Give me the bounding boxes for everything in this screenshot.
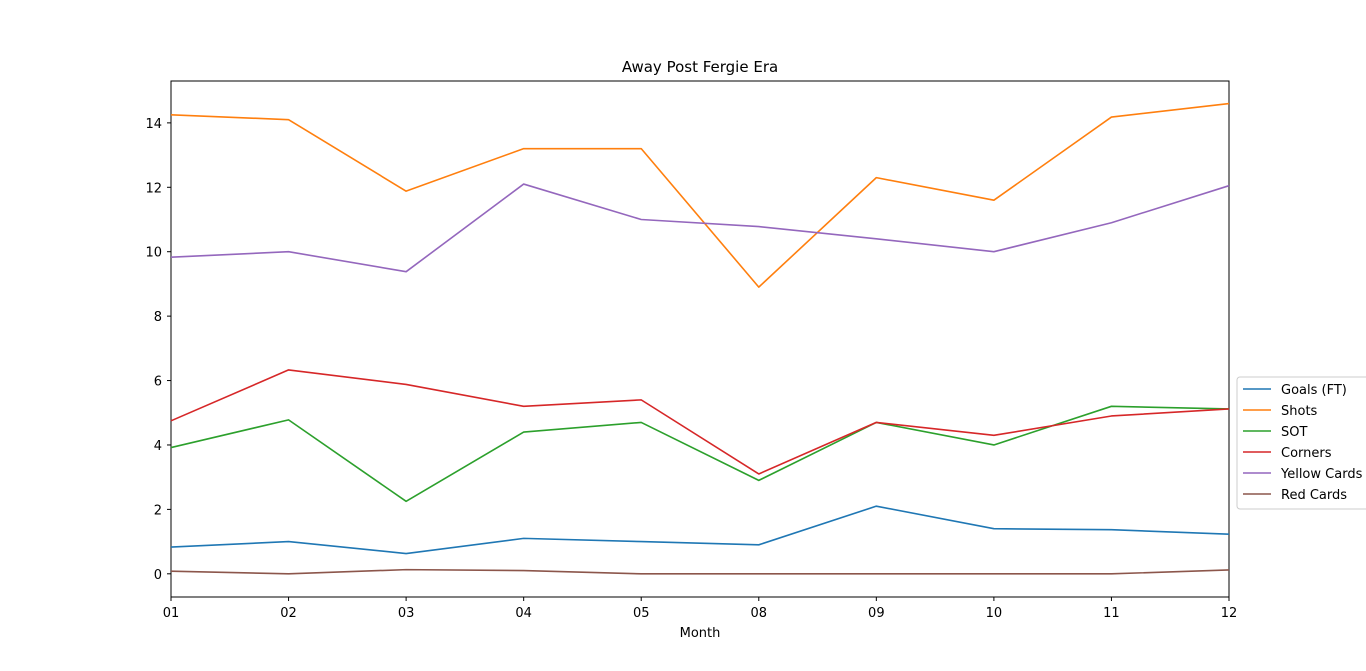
x-tick-label: 11 xyxy=(1103,606,1120,621)
series-line-shots xyxy=(170,102,1230,288)
legend: Goals (FT) Shots SOT Corners Yellow Cards Red… xyxy=(1236,376,1366,510)
y-tick-label: 14 xyxy=(145,117,162,132)
x-tick-label: 08 xyxy=(751,606,768,621)
legend-label-red-cards: Red Cards xyxy=(1281,488,1347,503)
series-line-sot xyxy=(170,405,1230,503)
y-tick-label: 0 xyxy=(154,568,162,583)
x-tick-label: 10 xyxy=(986,606,1003,621)
series-line-yellow-cards xyxy=(170,183,1230,273)
x-tick-label: 03 xyxy=(398,606,415,621)
series-line-red-cards xyxy=(170,568,1230,575)
x-tick-label: 09 xyxy=(868,606,885,621)
x-tick-label: 04 xyxy=(515,606,532,621)
x-tick-label: 01 xyxy=(163,606,180,621)
legend-label-goals-ft: Goals (FT) xyxy=(1281,383,1347,398)
series-line-goals-ft xyxy=(170,505,1230,555)
y-tick-label: 6 xyxy=(154,375,162,390)
legend-label-sot: SOT xyxy=(1281,425,1307,440)
y-tick-label: 4 xyxy=(154,439,162,454)
x-tick-label: 05 xyxy=(633,606,650,621)
legend-label-shots: Shots xyxy=(1281,404,1318,419)
x-tick-label: 02 xyxy=(280,606,297,621)
y-tick-label: 12 xyxy=(145,181,162,196)
y-tick-label: 2 xyxy=(154,503,162,518)
chart-title: Away Post Fergie Era xyxy=(622,58,778,76)
x-tick-label: 12 xyxy=(1221,606,1238,621)
legend-label-yellow-cards: Yellow Cards xyxy=(1280,467,1363,482)
legend-label-corners: Corners xyxy=(1281,446,1332,461)
x-axis-label: Month xyxy=(680,626,721,641)
plot-frame xyxy=(170,80,1230,598)
series-line-corners xyxy=(170,369,1230,475)
y-tick-label: 8 xyxy=(154,310,162,325)
y-tick-label: 10 xyxy=(145,246,162,261)
